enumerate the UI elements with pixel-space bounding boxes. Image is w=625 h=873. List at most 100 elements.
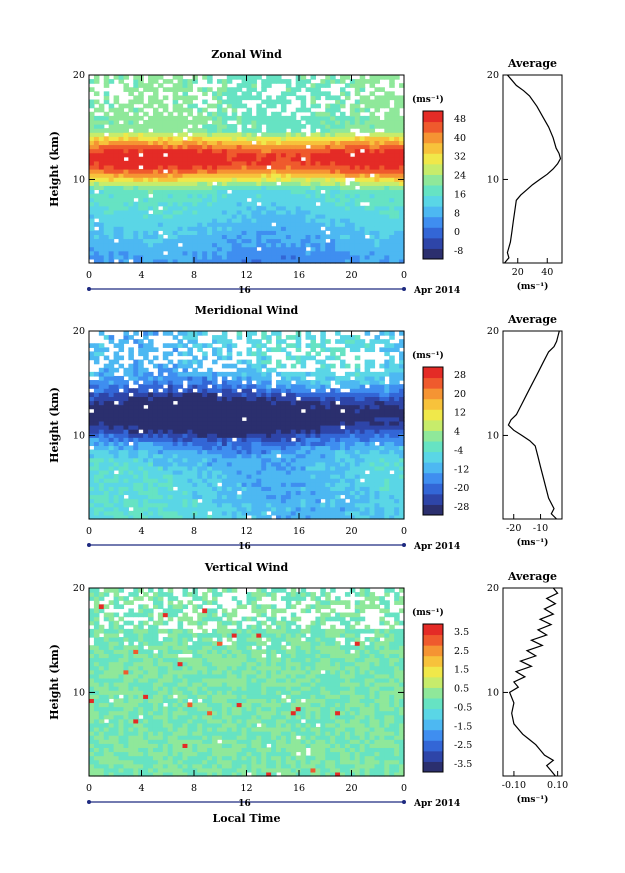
heatmap-cell bbox=[251, 189, 257, 195]
heatmap-cell bbox=[276, 412, 282, 418]
heatmap-cell bbox=[251, 160, 257, 166]
heatmap-cell bbox=[177, 144, 184, 150]
heatmap-cell bbox=[113, 246, 120, 252]
heatmap-cell bbox=[251, 416, 257, 422]
heatmap-cell bbox=[113, 474, 120, 479]
heatmap-cell bbox=[236, 384, 243, 389]
heatmap-cell bbox=[340, 152, 346, 158]
heatmap-cell bbox=[241, 461, 248, 467]
heatmap-cell bbox=[182, 201, 189, 207]
heatmap-cell bbox=[315, 343, 321, 348]
heatmap-cell bbox=[172, 83, 179, 88]
heatmap-cell bbox=[108, 156, 115, 162]
heatmap-cell bbox=[128, 510, 134, 516]
heatmap-cell bbox=[344, 169, 351, 174]
heatmap-cell bbox=[216, 189, 223, 195]
heatmap-cell bbox=[285, 400, 292, 406]
heatmap-cell bbox=[300, 445, 307, 451]
heatmap-cell bbox=[320, 335, 326, 340]
heatmap-cell bbox=[118, 449, 125, 455]
heatmap-cell bbox=[246, 375, 253, 381]
heatmap-cell bbox=[143, 169, 149, 174]
heatmap-cell bbox=[123, 83, 129, 88]
heatmap-cell bbox=[113, 367, 120, 373]
heatmap-cell bbox=[148, 242, 154, 248]
heatmap-cell bbox=[98, 388, 105, 393]
heatmap-cell bbox=[266, 152, 272, 158]
heatmap-cell bbox=[123, 258, 129, 264]
heatmap-cell bbox=[384, 234, 390, 240]
heatmap-cell bbox=[182, 510, 189, 516]
heatmap-cell bbox=[374, 469, 380, 475]
heatmap-cell bbox=[167, 193, 174, 199]
heatmap-cell bbox=[187, 111, 193, 117]
heatmap-cell bbox=[354, 181, 361, 186]
heatmap-cell bbox=[123, 392, 129, 397]
heatmap-cell bbox=[394, 107, 400, 113]
heatmap-cell bbox=[300, 384, 307, 389]
heatmap-cell bbox=[152, 75, 159, 80]
heatmap-cell bbox=[310, 465, 317, 471]
heatmap-cell bbox=[89, 128, 95, 133]
heatmap-cell bbox=[133, 115, 139, 121]
heatmap-cell bbox=[89, 371, 95, 377]
heatmap-cell bbox=[167, 425, 174, 430]
heatmap-cell bbox=[266, 246, 272, 252]
heatmap-cell bbox=[207, 469, 213, 475]
heatmap-cell bbox=[207, 412, 213, 418]
heatmap-cell bbox=[266, 160, 272, 166]
heatmap-cell bbox=[187, 99, 193, 105]
heatmap-cell bbox=[320, 371, 326, 377]
heatmap-cell bbox=[305, 148, 312, 154]
heatmap-cell bbox=[246, 449, 253, 455]
heatmap-cell bbox=[89, 355, 95, 361]
heatmap-cell bbox=[300, 258, 307, 264]
heatmap-cell bbox=[118, 347, 125, 353]
heatmap-cell bbox=[192, 144, 198, 150]
heatmap-cell bbox=[271, 250, 277, 256]
heatmap-cell bbox=[152, 457, 159, 463]
heatmap-cell bbox=[187, 144, 193, 150]
heatmap-cell bbox=[374, 218, 380, 223]
heatmap-cell bbox=[354, 169, 361, 174]
heatmap-cell bbox=[320, 388, 326, 393]
heatmap-cell bbox=[182, 156, 189, 162]
y-tick-label: 20 bbox=[73, 70, 85, 81]
heatmap-cell bbox=[399, 103, 405, 109]
heatmap-cell bbox=[276, 119, 282, 125]
heatmap-cell bbox=[241, 400, 248, 406]
heatmap-cell bbox=[157, 164, 164, 170]
heatmap-cell bbox=[113, 136, 120, 141]
heatmap-cell bbox=[182, 514, 189, 520]
heatmap-cell bbox=[261, 234, 267, 240]
heatmap-cell bbox=[369, 510, 376, 516]
heatmap-cell bbox=[118, 392, 125, 397]
heatmap-cell bbox=[364, 482, 371, 487]
heatmap-cell bbox=[349, 437, 356, 442]
heatmap-cell bbox=[172, 412, 179, 418]
heatmap-cell bbox=[128, 205, 134, 211]
heatmap-cell bbox=[221, 218, 228, 223]
heatmap-cell bbox=[315, 124, 321, 129]
heatmap-cell bbox=[182, 486, 189, 491]
heatmap-cell bbox=[216, 242, 223, 248]
heatmap-cell bbox=[216, 335, 223, 340]
heatmap-cell bbox=[98, 173, 105, 178]
heatmap-cell bbox=[251, 128, 257, 133]
heatmap-cell bbox=[108, 339, 115, 344]
heatmap-cell bbox=[246, 363, 253, 369]
heatmap-cell bbox=[123, 132, 129, 137]
heatmap-cell bbox=[246, 510, 253, 516]
heatmap-cell bbox=[349, 189, 356, 195]
heatmap-cell bbox=[221, 388, 228, 393]
heatmap-cell bbox=[344, 242, 351, 248]
heatmap-cell bbox=[162, 478, 169, 483]
heatmap-cell bbox=[192, 250, 198, 256]
heatmap-cell bbox=[241, 124, 248, 129]
x-tick-label: 12 bbox=[240, 270, 252, 281]
heatmap-cell bbox=[300, 197, 307, 203]
heatmap-cell bbox=[162, 107, 169, 113]
heatmap-cell bbox=[290, 478, 297, 483]
heatmap-cell bbox=[300, 506, 307, 512]
heatmap-cell bbox=[221, 506, 228, 512]
